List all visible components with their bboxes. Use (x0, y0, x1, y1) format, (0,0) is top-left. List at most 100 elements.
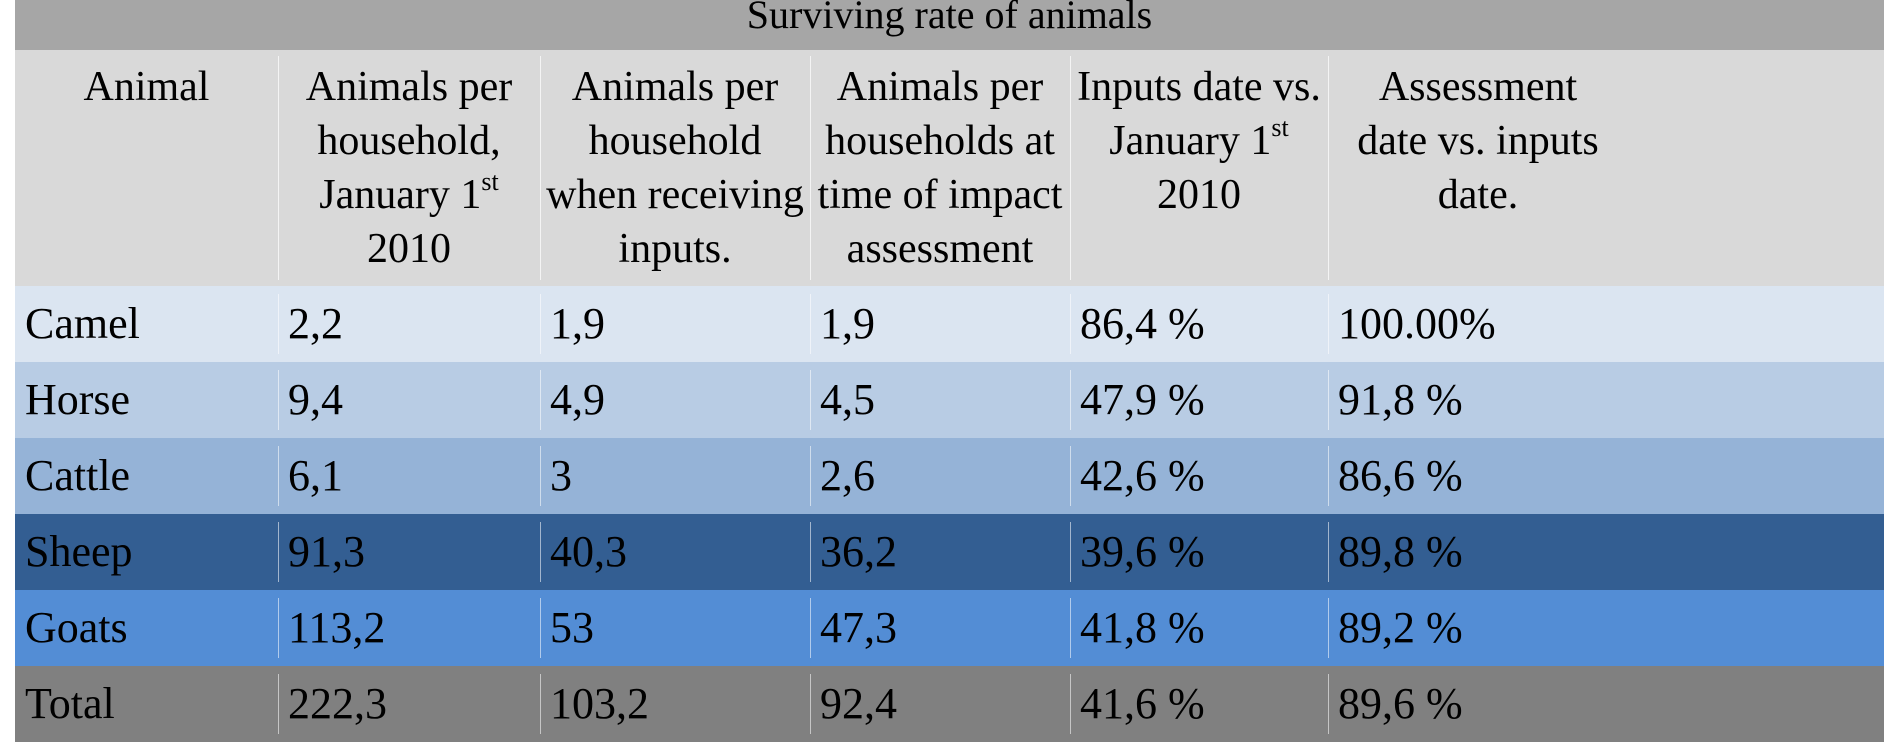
header-text: Animals per (836, 64, 1044, 110)
header-row: Animal Animals per household, January 1st 20… (15, 50, 1884, 286)
surviving-rate-table: Surviving rate of animals Animal Animals … (15, 0, 1884, 742)
header-jan-2010: Animals per household, January 1st 2010 (278, 50, 540, 286)
table-cell: 91,8 % (1338, 375, 1463, 424)
table-cell: 3 (550, 451, 572, 500)
header-line: Assessment (1328, 60, 1628, 114)
column-divider (1070, 598, 1071, 658)
header-receiving-inputs: Animals per household when receiving inputs… (540, 50, 810, 286)
row-label: Total (25, 679, 115, 728)
column-divider (278, 56, 279, 280)
table-cell: 47,9 % (1080, 375, 1205, 424)
row-label: Camel (25, 299, 140, 348)
header-line: time of impact (810, 168, 1070, 222)
column-divider (540, 370, 541, 430)
header-line: January 1st (278, 168, 540, 222)
header-impact-assessment: Animals per households at time of impact as… (810, 50, 1070, 286)
header-line: household (540, 114, 810, 168)
column-divider (1070, 674, 1071, 734)
header-line: Inputs date vs. (1070, 60, 1328, 114)
table-cell: 92,4 (820, 679, 897, 728)
header-text: Inputs date vs. (1077, 64, 1321, 110)
row-label: Horse (25, 375, 131, 424)
header-text: 2010 (1157, 172, 1241, 218)
header-line: 2010 (1070, 168, 1328, 222)
column-divider (278, 598, 279, 658)
column-divider (540, 674, 541, 734)
column-divider (540, 598, 541, 658)
header-line: inputs. (540, 222, 810, 276)
header-line: Animals per (810, 60, 1070, 114)
header-text: household (588, 118, 762, 164)
column-divider (278, 294, 279, 354)
table-cell: 42,6 % (1080, 451, 1205, 500)
table-row: Horse 9,4 4,9 4,5 47,9 % 91,8 % (15, 362, 1884, 438)
column-divider (810, 598, 811, 658)
header-line: date vs. inputs (1328, 114, 1628, 168)
header-text: household, (317, 118, 501, 164)
table-cell: 9,4 (288, 375, 343, 424)
column-divider (810, 446, 811, 506)
column-divider (540, 56, 541, 280)
column-divider (1328, 598, 1329, 658)
header-text: date vs. inputs (1357, 118, 1599, 164)
header-text: households at (825, 118, 1055, 164)
table-cell: 40,3 (550, 527, 627, 576)
table-cell: 6,1 (288, 451, 343, 500)
column-divider (278, 370, 279, 430)
table-row: Sheep 91,3 40,3 36,2 39,6 % 89,8 % (15, 514, 1884, 590)
table-cell: 89,2 % (1338, 603, 1463, 652)
column-divider (540, 446, 541, 506)
header-text: when receiving (546, 172, 804, 218)
table-cell: 4,5 (820, 375, 875, 424)
table-cell: 1,9 (820, 299, 875, 348)
table-cell: 41,8 % (1080, 603, 1205, 652)
header-text: 2010 (367, 226, 451, 272)
header-line: date. (1328, 168, 1628, 222)
header-superscript: st (1271, 113, 1289, 142)
column-divider (278, 446, 279, 506)
table-cell: 89,8 % (1338, 527, 1463, 576)
table-cell: 39,6 % (1080, 527, 1205, 576)
column-divider (810, 56, 811, 280)
table-cell: 100.00% (1338, 299, 1496, 348)
table-cell: 103,2 (550, 679, 649, 728)
header-text: Animals per (571, 64, 779, 110)
column-divider (810, 294, 811, 354)
header-assessment-vs-inputs: Assessment date vs. inputs date. (1328, 50, 1628, 286)
column-divider (1070, 294, 1071, 354)
table-cell: 2,2 (288, 299, 343, 348)
table-cell: 36,2 (820, 527, 897, 576)
column-divider (278, 522, 279, 582)
column-divider (1070, 446, 1071, 506)
header-text: January 1 (1109, 118, 1272, 164)
table-row: Goats 113,2 53 47,3 41,8 % 89,2 % (15, 590, 1884, 666)
table-row: Camel 2,2 1,9 1,9 86,4 % 100.00% (15, 286, 1884, 362)
header-line: Animals per (278, 60, 540, 114)
column-divider (1328, 294, 1329, 354)
header-text: January 1 (319, 172, 482, 218)
table-row: Total 222,3 103,2 92,4 41,6 % 89,6 % (15, 666, 1884, 742)
table-cell: 4,9 (550, 375, 605, 424)
row-label: Cattle (25, 451, 131, 500)
column-divider (1070, 522, 1071, 582)
table-cell: 2,6 (820, 451, 875, 500)
row-label: Sheep (25, 527, 133, 576)
column-divider (1070, 370, 1071, 430)
column-divider (810, 674, 811, 734)
table-cell: 222,3 (288, 679, 387, 728)
table-cell: 91,3 (288, 527, 365, 576)
header-animal: Animal (15, 50, 278, 286)
table-cell: 47,3 (820, 603, 897, 652)
column-divider (1328, 446, 1329, 506)
header-line: household, (278, 114, 540, 168)
table-cell: 1,9 (550, 299, 605, 348)
header-text: time of impact (817, 172, 1063, 218)
header-inputs-vs-jan: Inputs date vs. January 1st 2010 (1070, 50, 1328, 286)
column-divider (540, 294, 541, 354)
column-divider (1328, 370, 1329, 430)
header-text: assessment (846, 226, 1034, 272)
header-line: when receiving (540, 168, 810, 222)
table-cell: 86,4 % (1080, 299, 1205, 348)
column-divider (1328, 56, 1329, 280)
header-text: Assessment (1378, 64, 1578, 110)
